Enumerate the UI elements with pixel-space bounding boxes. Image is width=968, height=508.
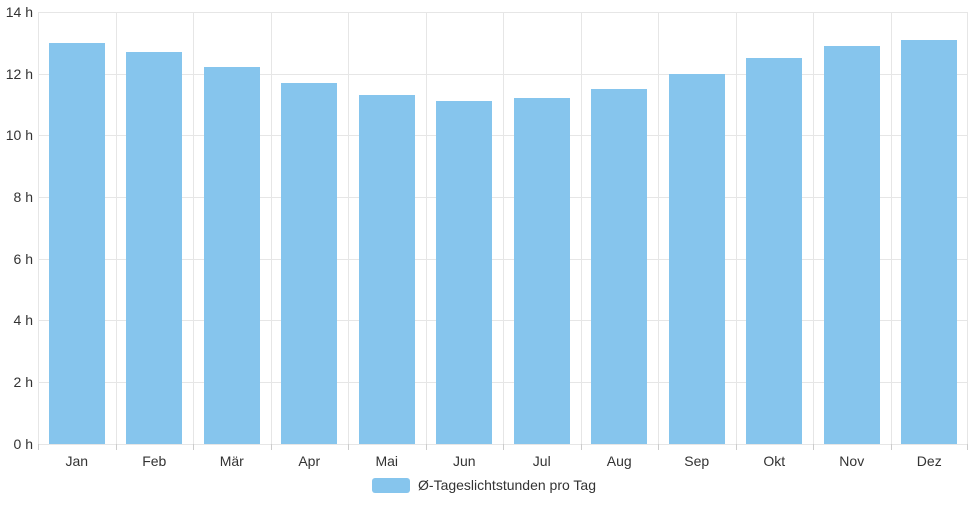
category-gridline <box>503 12 504 444</box>
bar-sep[interactable] <box>668 73 725 444</box>
x-tick-label-jul: Jul <box>532 453 551 469</box>
y-tick-label-0h: 0 h <box>13 435 33 452</box>
legend: Ø-Tageslichtstunden pro Tag <box>0 476 968 494</box>
bar-nov[interactable] <box>823 45 880 444</box>
x-tick-label-dez: Dez <box>916 453 942 469</box>
bar-apr[interactable] <box>281 82 338 444</box>
x-axis-tick <box>580 443 582 450</box>
category-gridline <box>115 12 117 444</box>
bar-feb[interactable] <box>126 52 183 444</box>
y-tick-label-8h: 8 h <box>13 188 33 205</box>
x-tick-label-jun: Jun <box>452 453 476 469</box>
x-axis-tick <box>193 443 194 450</box>
category-gridline <box>735 12 737 444</box>
bar-aug[interactable] <box>591 89 648 444</box>
y-tick-label-10h: 10 h <box>5 127 33 144</box>
x-tick-label-apr: Apr <box>298 453 321 469</box>
x-tick-label-jan: Jan <box>65 453 89 469</box>
y-tick-label-14h: 14 h <box>5 4 33 20</box>
x-axis-tick <box>115 443 117 450</box>
category-gridline <box>658 12 659 444</box>
bar-mar[interactable] <box>203 67 260 444</box>
x-tick-label-feb: Feb <box>142 453 167 469</box>
category-gridline <box>348 12 349 444</box>
x-tick-label-mar: Mär <box>219 453 244 469</box>
bar-mai[interactable] <box>358 95 415 444</box>
x-axis-tick <box>658 443 659 450</box>
y-tick-label-4h: 4 h <box>13 312 33 329</box>
y-tick-label-6h: 6 h <box>13 250 33 267</box>
category-gridline <box>38 12 39 444</box>
category-gridline <box>270 12 272 444</box>
category-gridline <box>425 12 427 444</box>
x-axis-tick <box>813 443 814 450</box>
x-axis-tick <box>348 443 349 450</box>
bar-okt[interactable] <box>746 58 803 444</box>
x-axis-tick <box>425 443 427 450</box>
y-tick-label-2h: 2 h <box>13 373 33 390</box>
x-axis-tick <box>503 443 504 450</box>
x-axis-tick <box>735 443 737 450</box>
bar-dez[interactable] <box>901 39 958 444</box>
legend-swatch[interactable] <box>372 477 411 493</box>
category-gridline <box>193 12 194 444</box>
y-tick-label-12h: 12 h <box>5 65 33 82</box>
x-tick-label-nov: Nov <box>839 453 865 469</box>
category-gridline <box>813 12 814 444</box>
x-tick-label-mai: Mai <box>375 453 399 469</box>
x-tick-label-aug: Aug <box>606 453 632 469</box>
x-tick-label-sep: Sep <box>684 453 710 469</box>
plot-area <box>38 12 968 445</box>
x-axis-tick <box>38 443 39 450</box>
bar-jun[interactable] <box>436 101 493 444</box>
x-axis-tick <box>270 443 272 450</box>
bar-jan[interactable] <box>48 42 105 444</box>
category-gridline <box>890 12 892 444</box>
category-gridline <box>580 12 582 444</box>
x-axis-tick <box>890 443 892 450</box>
bar-jul[interactable] <box>513 98 570 444</box>
legend-label[interactable]: Ø-Tageslichtstunden pro Tag <box>418 477 596 493</box>
x-tick-label-okt: Okt <box>763 453 786 469</box>
